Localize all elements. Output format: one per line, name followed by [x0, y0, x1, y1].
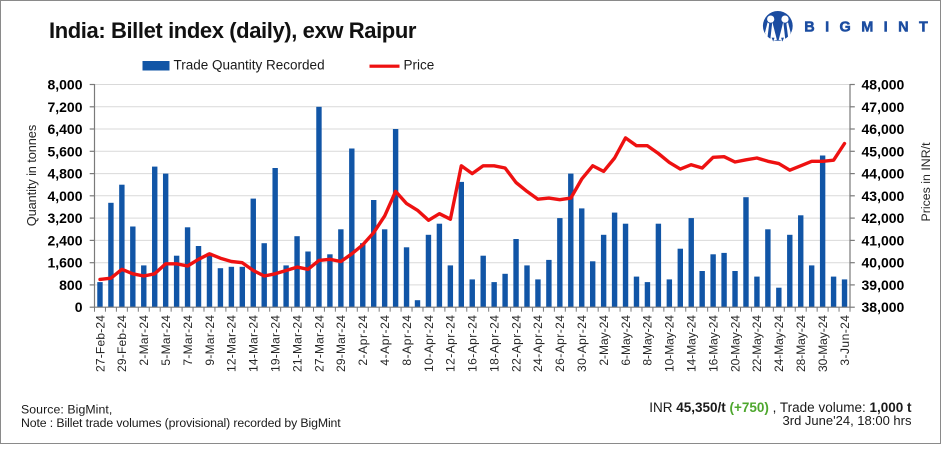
svg-text:2-Mar-24: 2-Mar-24 — [137, 315, 151, 366]
svg-text:19-Mar-24: 19-Mar-24 — [269, 315, 283, 372]
svg-text:Note : Billet trade volumes (p: Note : Billet trade volumes (provisional… — [21, 416, 341, 430]
svg-text:6-May-24: 6-May-24 — [619, 315, 633, 366]
svg-text:Source: BigMint,: Source: BigMint, — [21, 403, 112, 417]
svg-text:Price: Price — [404, 58, 435, 73]
svg-text:45,000: 45,000 — [862, 143, 905, 159]
svg-text:29-Feb-24: 29-Feb-24 — [115, 315, 129, 372]
svg-text:24-Apr-24: 24-Apr-24 — [531, 315, 545, 372]
svg-text:46,000: 46,000 — [862, 121, 905, 137]
svg-text:24-May-24: 24-May-24 — [772, 315, 786, 372]
svg-text:4,800: 4,800 — [47, 166, 82, 182]
svg-text:41,000: 41,000 — [862, 232, 905, 248]
svg-text:44,000: 44,000 — [862, 166, 905, 182]
svg-text:India: Billet index (daily), e: India: Billet index (daily), exw Raipur — [49, 18, 417, 43]
svg-text:8-May-24: 8-May-24 — [641, 315, 655, 366]
svg-text:47,000: 47,000 — [862, 99, 905, 115]
svg-text:2,400: 2,400 — [47, 232, 82, 248]
svg-text:39,000: 39,000 — [862, 277, 905, 293]
svg-text:27-Feb-24: 27-Feb-24 — [93, 315, 107, 372]
svg-text:14-May-24: 14-May-24 — [685, 315, 699, 372]
svg-text:38,000: 38,000 — [862, 299, 905, 315]
svg-text:10-Apr-24: 10-Apr-24 — [422, 315, 436, 372]
svg-text:28-May-24: 28-May-24 — [794, 315, 808, 372]
svg-text:21-Mar-24: 21-Mar-24 — [290, 315, 304, 372]
svg-text:30-May-24: 30-May-24 — [816, 315, 830, 372]
svg-text:42,000: 42,000 — [862, 210, 905, 226]
svg-text:7,200: 7,200 — [47, 99, 82, 115]
svg-text:26-Apr-24: 26-Apr-24 — [553, 315, 567, 372]
svg-text:29-Mar-24: 29-Mar-24 — [334, 315, 348, 372]
svg-text:12-Apr-24: 12-Apr-24 — [444, 315, 458, 372]
svg-text:4-Apr-24: 4-Apr-24 — [378, 315, 392, 366]
svg-text:22-May-24: 22-May-24 — [750, 315, 764, 372]
svg-text:20-May-24: 20-May-24 — [728, 315, 742, 372]
svg-text:18-Apr-24: 18-Apr-24 — [487, 315, 501, 372]
svg-text:800: 800 — [59, 277, 83, 293]
svg-text:14-Mar-24: 14-Mar-24 — [247, 315, 261, 372]
svg-text:BIGMINT: BIGMINT — [804, 19, 928, 35]
svg-text:10-May-24: 10-May-24 — [663, 315, 677, 372]
svg-text:Trade Quantity Recorded: Trade Quantity Recorded — [174, 58, 325, 73]
svg-text:INR 45,350/t (+750) , Trade vo: INR 45,350/t (+750) , Trade volume: 1,00… — [649, 400, 912, 415]
svg-text:0: 0 — [75, 299, 83, 315]
svg-text:27-Mar-24: 27-Mar-24 — [312, 315, 326, 372]
svg-text:30-Apr-24: 30-Apr-24 — [575, 315, 589, 372]
svg-text:8,000: 8,000 — [47, 77, 82, 93]
svg-text:4,000: 4,000 — [47, 188, 82, 204]
svg-text:9-Mar-24: 9-Mar-24 — [203, 315, 217, 366]
svg-text:43,000: 43,000 — [862, 188, 905, 204]
svg-text:16-Apr-24: 16-Apr-24 — [466, 315, 480, 372]
svg-text:40,000: 40,000 — [862, 255, 905, 271]
svg-text:5-Mar-24: 5-Mar-24 — [159, 315, 173, 366]
svg-text:12-Mar-24: 12-Mar-24 — [225, 315, 239, 372]
svg-text:6,400: 6,400 — [47, 121, 82, 137]
svg-text:8-Apr-24: 8-Apr-24 — [400, 315, 414, 366]
svg-text:3-Jun-24: 3-Jun-24 — [838, 315, 852, 366]
svg-text:5,600: 5,600 — [47, 143, 82, 159]
svg-text:3,200: 3,200 — [47, 210, 82, 226]
svg-text:2-May-24: 2-May-24 — [597, 315, 611, 366]
svg-text:22-Apr-24: 22-Apr-24 — [509, 315, 523, 372]
svg-text:16-May-24: 16-May-24 — [706, 315, 720, 372]
svg-text:3rd June'24, 18:00 hrs: 3rd June'24, 18:00 hrs — [783, 413, 912, 428]
svg-text:Quantity in tonnes: Quantity in tonnes — [24, 125, 39, 227]
svg-text:48,000: 48,000 — [862, 77, 905, 93]
svg-text:2-Apr-24: 2-Apr-24 — [356, 315, 370, 366]
svg-text:Prices in INR/t: Prices in INR/t — [919, 142, 933, 222]
svg-text:1,600: 1,600 — [47, 255, 82, 271]
svg-text:7-Mar-24: 7-Mar-24 — [181, 315, 195, 366]
